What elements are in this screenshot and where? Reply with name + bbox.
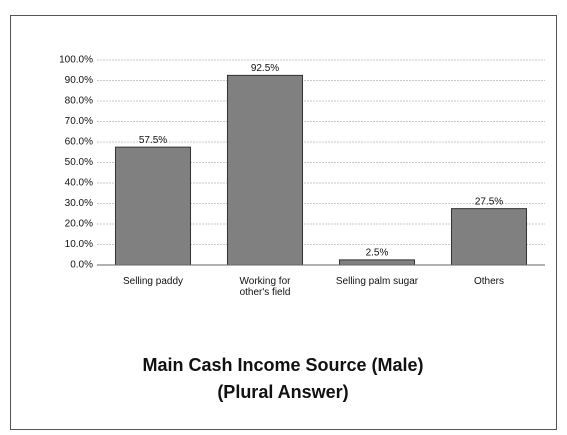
x-tick-label: Others — [473, 276, 504, 287]
bar — [226, 74, 304, 266]
x-tick-label: Selling palm sugar — [335, 276, 419, 287]
y-tick-label: 20.0% — [65, 219, 93, 230]
y-tick-label: 90.0% — [65, 75, 93, 86]
bar — [114, 146, 192, 266]
y-tick-label: 100.0% — [59, 55, 93, 66]
x-tick-label: Selling paddy — [122, 276, 184, 287]
y-tick-label: 0.0% — [70, 260, 93, 271]
y-tick-label: 50.0% — [65, 157, 93, 168]
y-tick-label: 40.0% — [65, 178, 93, 189]
value-label: 92.5% — [251, 63, 279, 74]
y-tick-label: 10.0% — [65, 239, 93, 250]
y-tick-label: 60.0% — [65, 137, 93, 148]
value-label: 57.5% — [139, 135, 167, 146]
x-tick-label: Working for other's field — [239, 276, 291, 298]
chart-title: (Plural Answer) — [217, 382, 348, 402]
y-tick-label: 70.0% — [65, 116, 93, 127]
chart-border — [10, 15, 557, 430]
chart-title: Main Cash Income Source (Male) — [142, 355, 423, 375]
y-tick-label: 30.0% — [65, 198, 93, 209]
y-tick-label: 80.0% — [65, 96, 93, 107]
value-label: 27.5% — [475, 196, 503, 207]
value-label: 2.5% — [366, 248, 389, 259]
bar — [450, 208, 528, 266]
bar — [338, 259, 416, 266]
